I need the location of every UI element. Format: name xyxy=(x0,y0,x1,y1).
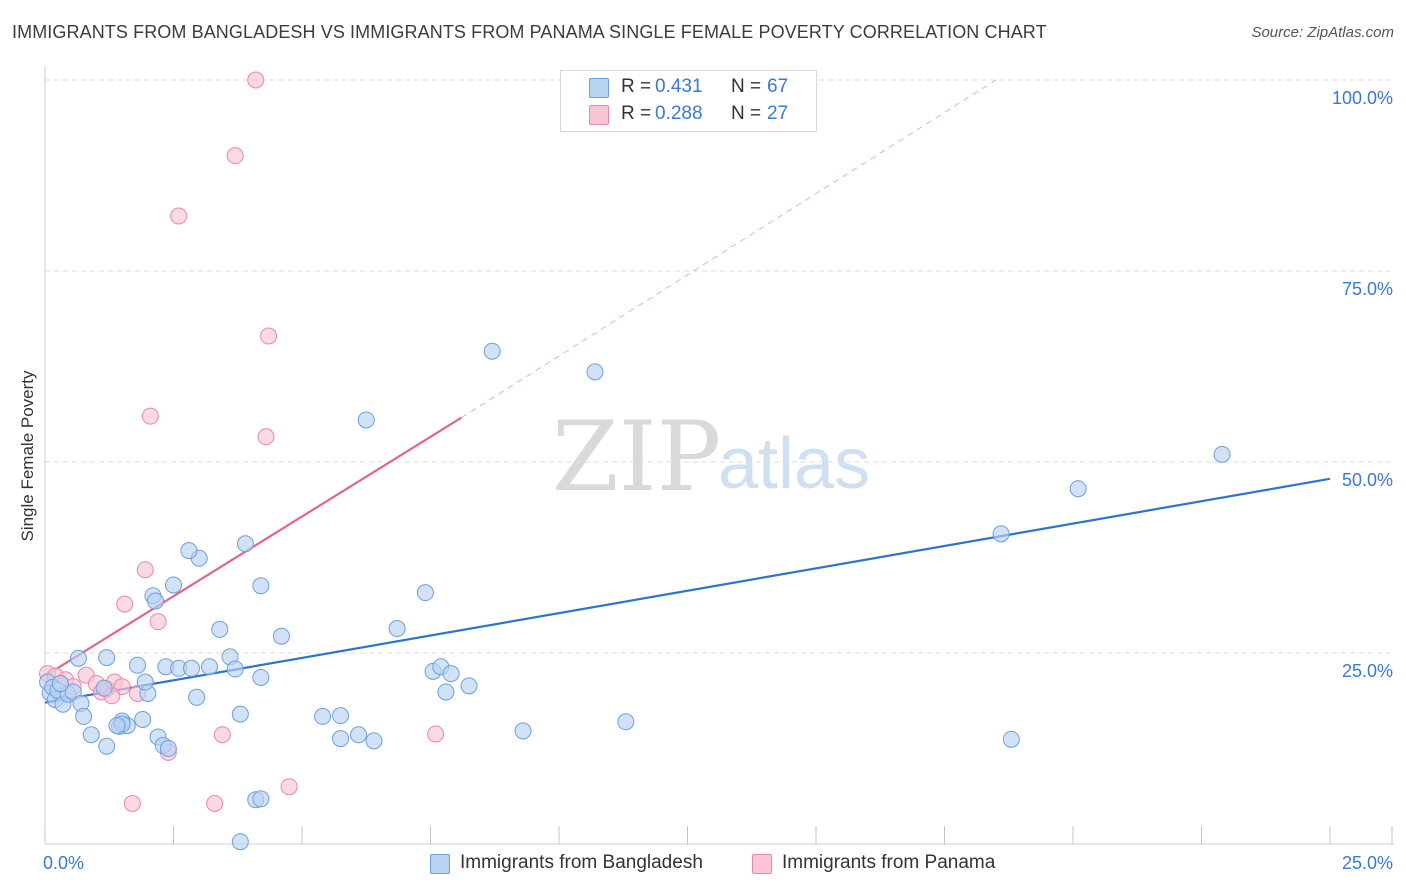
panama-point xyxy=(213,726,231,744)
panama-point xyxy=(260,327,278,345)
bangladesh-point xyxy=(236,535,254,553)
y-tick-label: 75.0% xyxy=(1342,279,1393,299)
bangladesh-point xyxy=(460,677,478,695)
bangladesh-point xyxy=(211,620,229,638)
legend-label: Immigrants from Panama xyxy=(782,852,996,873)
bangladesh-point xyxy=(182,659,200,677)
bangladesh-point xyxy=(252,577,270,595)
panama-point xyxy=(247,71,265,89)
x-tick-label: 0.0% xyxy=(43,853,84,873)
axes xyxy=(44,66,1394,845)
y-tick-label: 25.0% xyxy=(1342,661,1393,681)
correlation-legend: R = 0.431 N = 67 R = 0.288 N = 27 xyxy=(560,70,817,132)
panama-point xyxy=(206,795,224,813)
bangladesh-trend-line xyxy=(44,477,1331,704)
bangladesh-point xyxy=(51,675,69,693)
bangladesh-swatch xyxy=(430,854,450,874)
bangladesh-swatch xyxy=(589,78,609,98)
panama-point xyxy=(257,428,275,446)
bangladesh-point xyxy=(69,649,87,667)
bangladesh-point xyxy=(314,707,332,725)
panama-swatch xyxy=(589,105,609,125)
legend-label: Immigrants from Bangladesh xyxy=(460,852,703,873)
bangladesh-point xyxy=(136,673,154,691)
bangladesh-point xyxy=(180,542,198,560)
bangladesh-point xyxy=(483,342,501,360)
bangladesh-point xyxy=(147,592,165,610)
bangladesh-point xyxy=(617,713,635,731)
bangladesh-point xyxy=(1002,730,1020,748)
n-label: N = xyxy=(731,76,762,97)
bangladesh-point xyxy=(188,688,206,706)
gridlines xyxy=(45,79,1394,654)
trend-lines xyxy=(44,79,1331,704)
watermark-zip: ZIP xyxy=(552,401,721,513)
panama-point xyxy=(123,795,141,813)
bangladesh-point xyxy=(357,411,375,429)
panama-swatch xyxy=(752,854,772,874)
bangladesh-point xyxy=(98,737,116,755)
tick-labels: 25.0% 50.0% 75.0% 100.0% 0.0% 25.0% xyxy=(43,88,1393,873)
bangladesh-point xyxy=(252,790,270,808)
legend-row-panama: R = 0.288 N = 27 xyxy=(561,101,816,127)
panama-point xyxy=(226,147,244,165)
n-value: 67 xyxy=(767,76,789,97)
bangladesh-point xyxy=(350,726,368,744)
panama-point xyxy=(136,561,154,579)
y-tick-label: 50.0% xyxy=(1342,470,1393,490)
legend-row-bangladesh: R = 0.431 N = 67 xyxy=(561,74,816,100)
bangladesh-point xyxy=(231,833,249,851)
r-value: 0.288 xyxy=(655,103,703,124)
bangladesh-point xyxy=(95,679,113,697)
bangladesh-point xyxy=(252,668,270,686)
bangladesh-point xyxy=(134,710,152,728)
data-points xyxy=(39,71,1231,851)
bangladesh-point xyxy=(98,649,116,667)
panama-point xyxy=(427,725,445,743)
bangladesh-point xyxy=(231,705,249,723)
r-value: 0.431 xyxy=(655,76,703,97)
bangladesh-point xyxy=(1213,445,1231,463)
bangladesh-point xyxy=(108,717,126,735)
panama-point xyxy=(141,407,159,425)
bangladesh-point xyxy=(365,732,383,750)
bangladesh-point xyxy=(388,620,406,638)
bangladesh-point xyxy=(129,656,147,674)
bangladesh-point xyxy=(165,576,182,594)
bangladesh-point xyxy=(272,627,290,645)
n-value: 27 xyxy=(767,103,789,124)
bangladesh-point xyxy=(416,584,434,602)
bangladesh-point xyxy=(442,665,460,683)
bangladesh-point xyxy=(514,722,532,740)
panama-point xyxy=(170,207,188,225)
x-tick-label: 25.0% xyxy=(1342,853,1393,873)
n-label: N = xyxy=(731,103,762,124)
panama-point xyxy=(280,778,298,796)
r-label: R = xyxy=(621,76,652,97)
bangladesh-point xyxy=(75,707,93,725)
panama-point xyxy=(116,595,134,613)
bangladesh-point xyxy=(332,730,350,748)
bangladesh-point xyxy=(159,740,177,757)
bangladesh-point xyxy=(437,683,455,701)
source-credit: Source: ZipAtlas.com xyxy=(1251,24,1394,41)
watermark-atlas: atlas xyxy=(718,424,870,504)
chart-title: IMMIGRANTS FROM BANGLADESH VS IMMIGRANTS… xyxy=(12,22,1047,42)
panama-point xyxy=(149,613,167,631)
bangladesh-point xyxy=(586,363,604,381)
y-tick-label: 100.0% xyxy=(1332,88,1393,108)
bangladesh-point xyxy=(992,525,1010,543)
bangladesh-point xyxy=(1069,480,1087,498)
bangladesh-point xyxy=(82,726,100,744)
bangladesh-point xyxy=(226,660,244,678)
r-label: R = xyxy=(621,103,652,124)
bangladesh-point xyxy=(332,707,350,725)
bangladesh-point xyxy=(200,658,218,676)
